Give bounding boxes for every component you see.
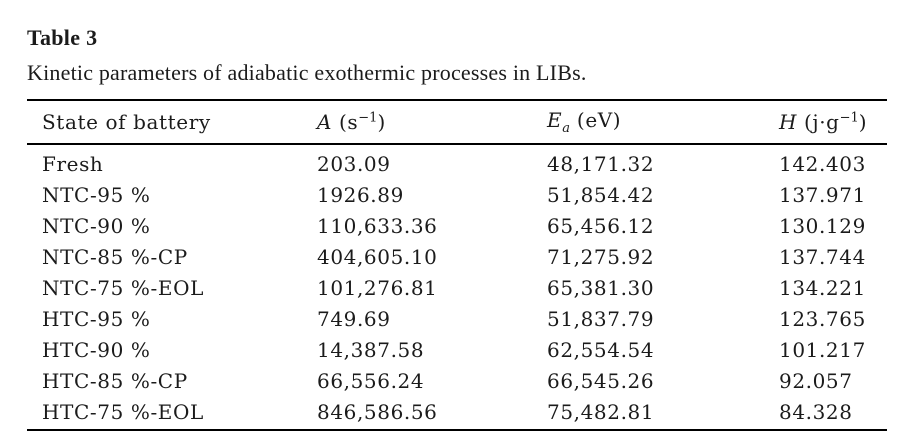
table-body: Fresh 203.09 48,171.32 142.403 NTC-95 % …: [27, 144, 887, 430]
table-row: NTC-90 % 110,633.36 65,456.12 130.129: [27, 210, 887, 241]
unit-exponent: −1: [839, 110, 859, 126]
cell-a: 1926.89: [317, 182, 404, 207]
cell-a: 101,276.81: [317, 275, 438, 300]
cell-state: HTC-90 %: [42, 337, 151, 362]
cell-a: 749.69: [317, 306, 391, 331]
cell-state: NTC-85 %-CP: [42, 244, 188, 269]
cell-h: 142.403: [779, 151, 866, 176]
unit-close: ): [377, 110, 386, 134]
cell-h: 101.217: [779, 337, 866, 362]
unit-open: (s: [332, 110, 359, 134]
symbol-subscript-a: a: [562, 121, 570, 136]
cell-a: 404,605.10: [317, 244, 438, 269]
cell-h: 130.129: [779, 213, 866, 238]
cell-state: Fresh: [42, 151, 104, 176]
table-row: NTC-85 %-CP 404,605.10 71,275.92 137.744: [27, 241, 887, 272]
symbol-a: A: [317, 110, 333, 134]
cell-state: NTC-90 %: [42, 213, 151, 238]
column-header-a: A (s−1): [302, 100, 532, 145]
table-block: Table 3 Kinetic parameters of adiabatic …: [27, 26, 887, 431]
cell-ea: 62,554.54: [547, 337, 655, 362]
cell-state: NTC-75 %-EOL: [42, 275, 204, 300]
table-header: State of battery A (s−1) Ea (eV) H (j·g−…: [27, 100, 887, 145]
cell-h: 84.328: [779, 399, 853, 424]
cell-state: HTC-85 %-CP: [42, 368, 188, 393]
cell-h: 137.744: [779, 244, 866, 269]
cell-a: 846,586.56: [317, 399, 438, 424]
unit-close: ): [858, 110, 868, 134]
table-row: HTC-95 % 749.69 51,837.79 123.765: [27, 303, 887, 334]
unit-ev: (eV): [569, 108, 622, 132]
cell-state: HTC-95 %: [42, 306, 151, 331]
cell-ea: 75,482.81: [547, 399, 655, 424]
table-label: Table 3: [27, 25, 98, 50]
table-row: HTC-90 % 14,387.58 62,554.54 101.217: [27, 334, 887, 365]
cell-ea: 48,171.32: [547, 151, 655, 176]
cell-h: 92.057: [779, 368, 853, 393]
table-caption: Kinetic parameters of adiabatic exotherm…: [27, 60, 587, 85]
table-row: Fresh 203.09 48,171.32 142.403: [27, 144, 887, 179]
kinetic-parameters-table: State of battery A (s−1) Ea (eV) H (j·g−…: [27, 99, 887, 431]
cell-state: NTC-95 %: [42, 182, 151, 207]
cell-ea: 66,545.26: [547, 368, 655, 393]
cell-a: 14,387.58: [317, 337, 425, 362]
table-row: NTC-75 %-EOL 101,276.81 65,381.30 134.22…: [27, 272, 887, 303]
cell-a: 66,556.24: [317, 368, 425, 393]
cell-h: 137.971: [779, 182, 866, 207]
cell-h: 123.765: [779, 306, 866, 331]
cell-a: 203.09: [317, 151, 391, 176]
cell-state: HTC-75 %-EOL: [42, 399, 204, 424]
symbol-h: H: [779, 110, 798, 134]
column-header-state: State of battery: [27, 100, 302, 145]
table-row: HTC-85 %-CP 66,556.24 66,545.26 92.057: [27, 365, 887, 396]
column-header-h: H (j·g−1): [764, 100, 887, 145]
unit-exponent: −1: [358, 110, 378, 126]
symbol-e: E: [547, 108, 563, 132]
cell-ea: 65,381.30: [547, 275, 655, 300]
table-row: HTC-75 %-EOL 846,586.56 75,482.81 84.328: [27, 396, 887, 430]
column-header-ea: Ea (eV): [532, 100, 764, 145]
header-row: State of battery A (s−1) Ea (eV) H (j·g−…: [27, 100, 887, 145]
column-header-state-label: State of battery: [42, 110, 211, 134]
cell-h: 134.221: [779, 275, 866, 300]
cell-ea: 71,275.92: [547, 244, 655, 269]
cell-ea: 51,837.79: [547, 306, 655, 331]
table-row: NTC-95 % 1926.89 51,854.42 137.971: [27, 179, 887, 210]
cell-ea: 51,854.42: [547, 182, 655, 207]
cell-a: 110,633.36: [317, 213, 438, 238]
unit-open: (j·g: [797, 110, 840, 134]
cell-ea: 65,456.12: [547, 213, 655, 238]
